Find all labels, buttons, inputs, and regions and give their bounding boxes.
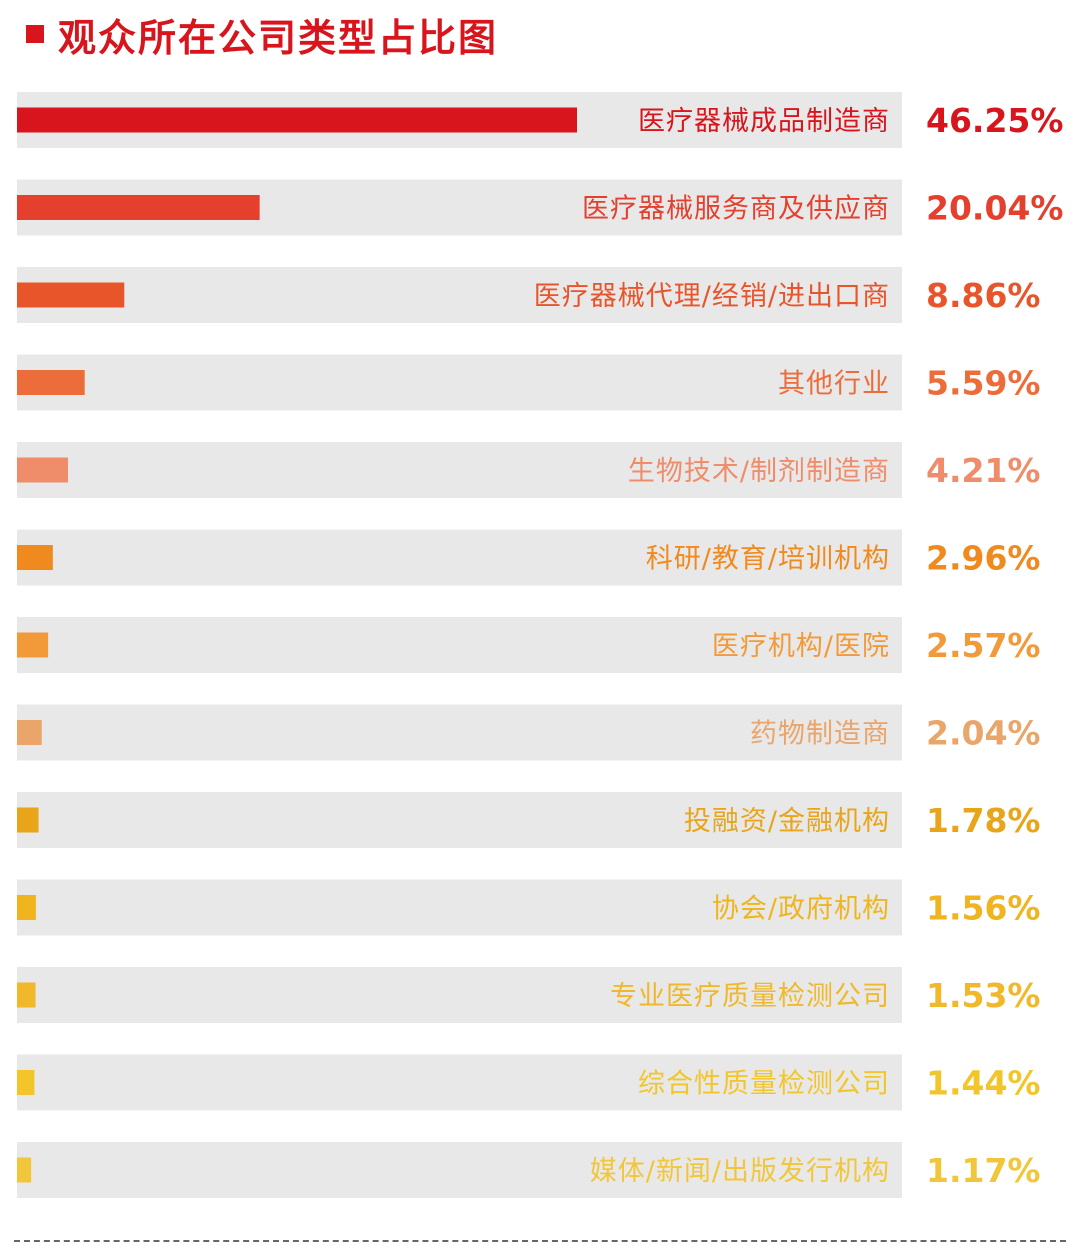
value-label: 5.59% bbox=[926, 364, 1041, 403]
bar bbox=[17, 982, 36, 1008]
category-label: 专业医疗质量检测公司 bbox=[610, 981, 890, 1012]
bar bbox=[17, 632, 49, 658]
value-label: 8.86% bbox=[926, 276, 1041, 315]
bar-track bbox=[17, 267, 902, 323]
bar-track bbox=[17, 529, 902, 586]
value-label: 1.53% bbox=[926, 976, 1041, 1015]
category-label: 其他行业 bbox=[778, 369, 890, 400]
bar-track bbox=[17, 879, 902, 936]
bar bbox=[17, 545, 53, 570]
dashed-divider bbox=[14, 1240, 1066, 1242]
value-label: 20.04% bbox=[926, 189, 1063, 228]
bar bbox=[17, 107, 577, 133]
value-label: 1.56% bbox=[926, 889, 1041, 928]
bar bbox=[17, 195, 260, 220]
bar-track bbox=[17, 967, 902, 1023]
category-label: 医疗器械服务商及供应商 bbox=[582, 194, 890, 225]
value-label: 1.17% bbox=[926, 1151, 1041, 1190]
category-label: 医疗机构/医院 bbox=[712, 631, 890, 662]
bar-track bbox=[17, 442, 902, 498]
category-label: 科研/教育/培训机构 bbox=[646, 544, 890, 575]
bar-track bbox=[17, 704, 902, 761]
category-label: 协会/政府机构 bbox=[712, 894, 890, 925]
bar-track bbox=[17, 1054, 902, 1111]
value-label: 1.78% bbox=[926, 801, 1041, 840]
bar bbox=[17, 1070, 35, 1095]
value-label: 2.96% bbox=[926, 539, 1041, 578]
bar-track bbox=[17, 617, 902, 673]
chart-title: 观众所在公司类型占比图 bbox=[58, 15, 499, 60]
value-label: 1.44% bbox=[926, 1064, 1041, 1103]
value-label: 2.57% bbox=[926, 626, 1041, 665]
bar-track bbox=[17, 1142, 902, 1198]
bar-track bbox=[17, 792, 902, 848]
bar bbox=[17, 895, 36, 920]
bar bbox=[17, 720, 42, 745]
category-label: 综合性质量检测公司 bbox=[638, 1069, 890, 1100]
category-label: 生物技术/制剂制造商 bbox=[628, 456, 890, 487]
bar bbox=[17, 1157, 32, 1183]
value-label: 4.21% bbox=[926, 451, 1041, 490]
bar bbox=[17, 457, 68, 483]
bar-track bbox=[17, 354, 902, 411]
bar bbox=[17, 807, 39, 833]
chart-title-row: 观众所在公司类型占比图 bbox=[26, 10, 498, 60]
title-square-icon bbox=[26, 25, 44, 43]
value-label: 2.04% bbox=[926, 714, 1041, 753]
category-label: 医疗器械代理/经销/进出口商 bbox=[534, 281, 890, 312]
category-label: 投融资/金融机构 bbox=[684, 806, 890, 837]
value-label: 46.25% bbox=[926, 101, 1063, 140]
category-label: 药物制造商 bbox=[750, 719, 890, 750]
category-label: 媒体/新闻/出版发行机构 bbox=[590, 1156, 890, 1187]
bar bbox=[17, 370, 85, 395]
bar bbox=[17, 282, 125, 308]
category-label: 医疗器械成品制造商 bbox=[638, 106, 890, 137]
